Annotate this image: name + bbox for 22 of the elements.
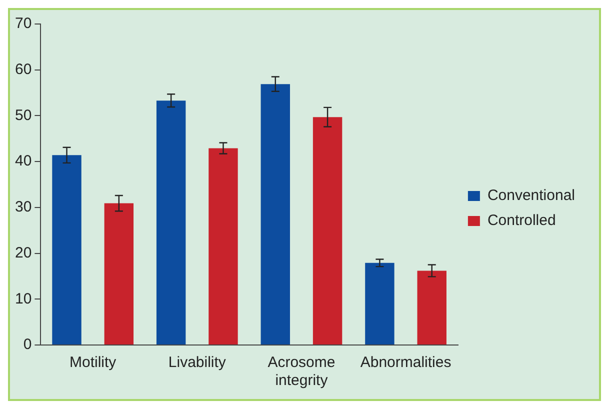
y-tick-label: 60: [14, 61, 32, 78]
bar: [260, 84, 290, 344]
y-tick-label: 70: [14, 15, 32, 32]
y-tick-label: 10: [14, 290, 32, 308]
bar: [156, 100, 186, 344]
x-tick-label: Acrosome integrity: [268, 354, 336, 390]
y-tick-label: 0: [23, 336, 32, 354]
x-tick-label: Livability: [168, 354, 226, 372]
legend-label: Controlled: [487, 212, 556, 230]
bar: [208, 148, 238, 344]
bar: [417, 270, 446, 344]
bar: [365, 262, 394, 344]
x-tick-label: Abnormalities: [360, 354, 452, 372]
x-tick-label: Motility: [70, 354, 117, 372]
y-tick-label: 40: [14, 152, 32, 170]
y-tick-label: 50: [14, 106, 32, 124]
bar: [52, 155, 82, 344]
legend-label: Conventional: [487, 187, 575, 204]
bar: [312, 117, 342, 344]
y-tick-label: 30: [14, 198, 32, 216]
y-tick-label: 20: [14, 244, 32, 262]
bar: [104, 203, 134, 344]
